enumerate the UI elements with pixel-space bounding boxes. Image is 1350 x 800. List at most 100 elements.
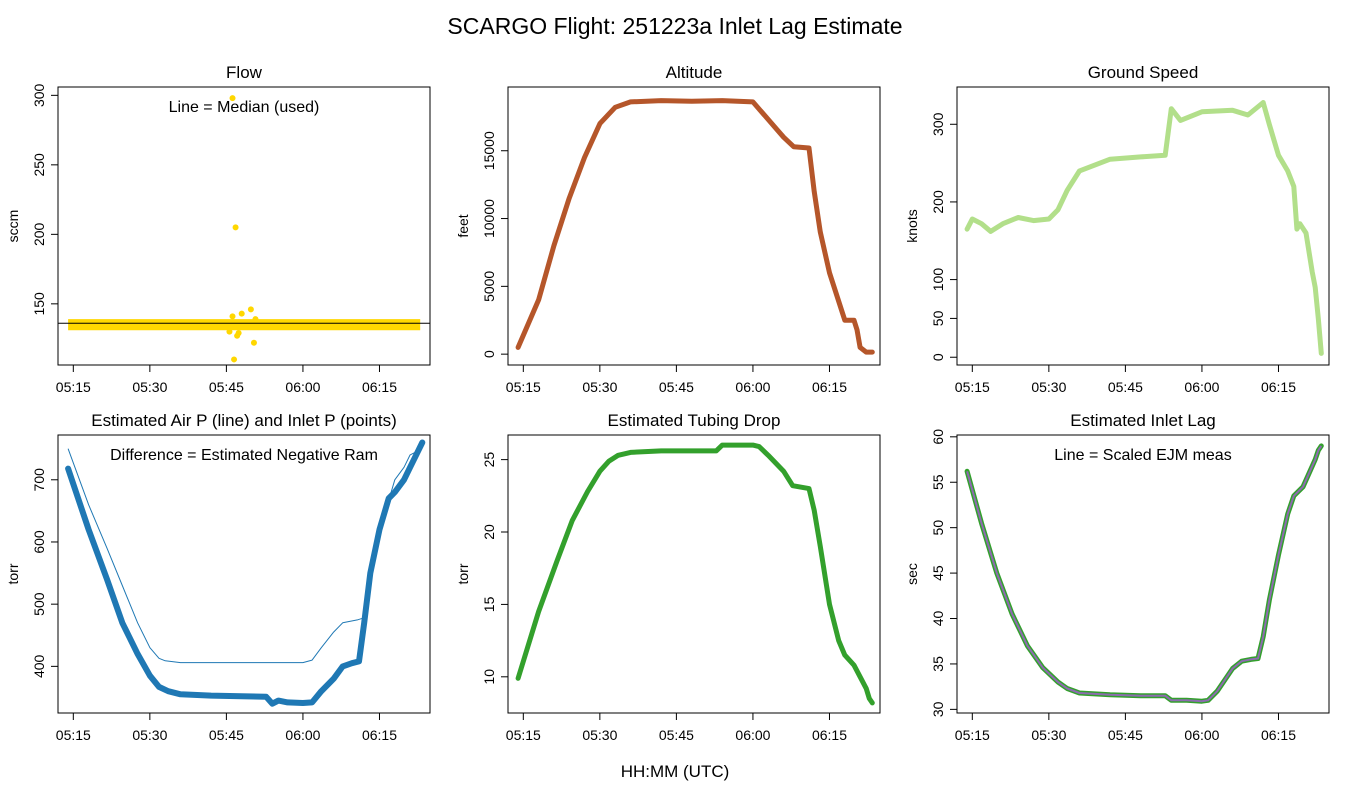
- y-tick-label: 50: [930, 520, 946, 536]
- y-tick-label: 15000: [481, 131, 497, 170]
- x-tick-label: 06:15: [812, 379, 847, 395]
- plot-frame: [507, 434, 881, 714]
- inlet-pressure-points: [65, 439, 426, 707]
- x-tick-label: 05:45: [1108, 379, 1143, 395]
- panel-title: Estimated Air P (line) and Inlet P (poin…: [91, 411, 397, 430]
- flow-outlier-point: [229, 313, 236, 320]
- y-tick-label: 25: [481, 452, 497, 468]
- panel-pressure: Estimated Air P (line) and Inlet P (poin…: [5, 411, 431, 743]
- x-tick-label: 06:00: [285, 727, 320, 743]
- y-tick-label: 300: [31, 83, 47, 107]
- panel-tubing: Estimated Tubing Drop torr 05:15 05:30 05:45…: [455, 411, 881, 743]
- x-tick-label: 06:00: [1184, 379, 1219, 395]
- panel-annotation: Difference = Estimated Negative Ram: [110, 447, 378, 464]
- x-tick-label: 06:15: [362, 727, 397, 743]
- y-axis-label: sccm: [5, 210, 21, 243]
- flow-outlier-point: [226, 328, 233, 335]
- y-tick-label: 150: [31, 292, 47, 316]
- panel-annotation: Line = Median (used): [169, 99, 320, 116]
- x-tick-label: 06:15: [1261, 727, 1296, 743]
- y-tick-label: 300: [930, 112, 946, 136]
- y-tick-label: 0: [481, 350, 497, 358]
- panel-title: Flow: [226, 63, 263, 82]
- x-tick-label: 05:30: [582, 727, 617, 743]
- x-tick-label: 05:45: [659, 727, 694, 743]
- plot-frame: [57, 86, 431, 366]
- y-tick-label: 600: [31, 530, 47, 554]
- y-tick-label: 35: [930, 656, 946, 672]
- y-tick-label: 700: [31, 468, 47, 492]
- y-tick-label: 50: [930, 310, 946, 326]
- y-tick-label: 45: [930, 565, 946, 581]
- panel-title: Altitude: [666, 63, 723, 82]
- panel-annotation: Line = Scaled EJM meas: [1054, 447, 1231, 464]
- y-tick-label: 55: [930, 474, 946, 490]
- panel-title: Estimated Inlet Lag: [1070, 411, 1216, 430]
- x-tick-label: 05:30: [582, 379, 617, 395]
- figure-x-axis-label: HH:MM (UTC): [621, 762, 730, 781]
- x-tick-label: 06:15: [812, 727, 847, 743]
- flow-outlier-point: [231, 356, 238, 363]
- y-tick-label: 200: [930, 190, 946, 214]
- y-tick-label: 30: [930, 701, 946, 717]
- inlet-lag-points: [964, 443, 1324, 704]
- x-tick-label: 06:00: [285, 379, 320, 395]
- x-tick-label: 05:15: [56, 379, 91, 395]
- x-tick-label: 05:15: [56, 727, 91, 743]
- air-pressure-line: [67, 442, 423, 664]
- y-axis-label: feet: [455, 214, 471, 237]
- y-tick-label: 0: [930, 353, 946, 361]
- y-tick-label: 10: [481, 669, 497, 685]
- panel-title: Estimated Tubing Drop: [608, 411, 781, 430]
- panel-title: Ground Speed: [1088, 63, 1199, 82]
- x-tick-label: 06:15: [1261, 379, 1296, 395]
- x-tick-label: 05:15: [506, 379, 541, 395]
- y-axis-label: knots: [904, 209, 920, 242]
- y-tick-label: 200: [31, 222, 47, 246]
- flow-outlier-point: [247, 306, 254, 313]
- panel-speed: Ground Speed knots 05:15 05:30 05:45 06:00 06:…: [904, 63, 1330, 395]
- y-axis-label: torr: [455, 563, 471, 584]
- panel-lag: Estimated Inlet Lag sec 05:15 05:30 05:45 06:…: [904, 411, 1330, 743]
- y-tick-label: 100: [930, 268, 946, 292]
- panel-altitude: Altitude feet 05:15 05:30 05:45 06:00 06:15 0 50…: [455, 63, 881, 395]
- x-tick-label: 06:15: [362, 379, 397, 395]
- flow-outlier-point: [232, 224, 239, 231]
- panel-flow: Flow sccm 05:15 05:30 05:45 06:00 06:15 150 200 2…: [5, 63, 431, 395]
- y-tick-label: 15: [481, 596, 497, 612]
- flow-outlier-point: [235, 330, 242, 337]
- flow-point-band: [68, 319, 421, 331]
- y-tick-label: 400: [31, 654, 47, 678]
- x-tick-label: 05:45: [209, 727, 244, 743]
- x-tick-label: 06:00: [735, 379, 770, 395]
- scaled-ejm-line: [966, 445, 1323, 703]
- y-tick-label: 10000: [481, 199, 497, 238]
- x-tick-label: 05:30: [132, 727, 167, 743]
- tubing-series: [515, 442, 875, 706]
- x-tick-label: 05:15: [506, 727, 541, 743]
- x-tick-label: 06:00: [735, 727, 770, 743]
- x-tick-label: 05:30: [132, 379, 167, 395]
- flow-outlier-point: [250, 339, 257, 346]
- y-tick-label: 500: [31, 592, 47, 616]
- x-tick-label: 05:45: [1108, 727, 1143, 743]
- flow-outlier-point: [238, 310, 245, 317]
- figure-title: SCARGO Flight: 251223a Inlet Lag Estimat…: [447, 13, 902, 39]
- y-tick-label: 20: [481, 524, 497, 540]
- x-tick-label: 05:45: [209, 379, 244, 395]
- x-tick-label: 06:00: [1184, 727, 1219, 743]
- flow-outlier-point: [252, 316, 259, 323]
- x-tick-label: 05:15: [955, 727, 990, 743]
- plot-frame: [57, 434, 431, 714]
- x-tick-label: 05:30: [1031, 727, 1066, 743]
- speed-series: [964, 100, 1324, 356]
- altitude-series: [515, 98, 875, 355]
- plot-frame: [956, 434, 1330, 714]
- y-tick-label: 5000: [481, 271, 497, 302]
- x-tick-label: 05:45: [659, 379, 694, 395]
- x-tick-label: 05:30: [1031, 379, 1066, 395]
- flow-outlier-point: [229, 95, 236, 102]
- y-tick-label: 60: [930, 429, 946, 445]
- y-tick-label: 40: [930, 611, 946, 627]
